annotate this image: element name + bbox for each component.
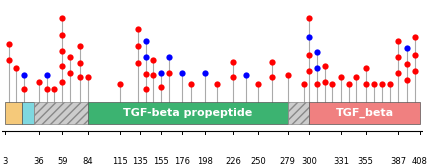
Text: TGF_beta: TGF_beta <box>335 108 394 118</box>
Bar <box>5 102 22 124</box>
Bar <box>88 102 288 124</box>
Text: TGF-beta propeptide: TGF-beta propeptide <box>123 108 252 118</box>
Bar <box>34 102 88 124</box>
Bar <box>22 102 34 124</box>
Bar <box>309 102 420 124</box>
Bar <box>288 102 309 124</box>
